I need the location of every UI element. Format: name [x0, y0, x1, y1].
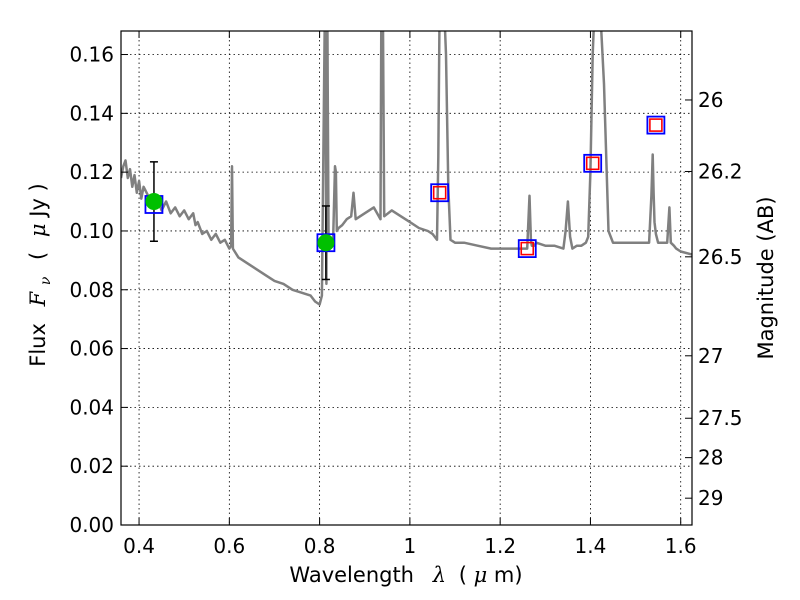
y-tick-label: 0.04: [69, 395, 114, 419]
y-axis-title: Flux F ν ( μ Jy ): [26, 183, 55, 367]
model-photometry-marker: [646, 115, 666, 135]
y-tick-label: 0.08: [69, 278, 114, 302]
model-spectrum-line: [121, 31, 692, 306]
tick-labels: 0.4 0.6 0.8 1 1.2 1.4 1.6 0.00 0.02 0.04 0.06 0.08 0…: [69, 43, 742, 558]
plot-background: [121, 31, 692, 525]
y-tick-label: 0.10: [69, 219, 114, 243]
synthetic-photometry-marker: [649, 118, 663, 132]
x-tick-label: 1.6: [665, 534, 697, 558]
x-axis-title-text: Wavelength: [289, 563, 414, 587]
y2-axis-title: Magnitude (AB): [754, 196, 778, 359]
synthetic-photometry-marker: [520, 241, 535, 256]
y-axis-unit-rest: Jy ): [26, 183, 50, 219]
observed-photometry-marker: [145, 193, 163, 211]
y-axis-title-text: Flux: [26, 323, 50, 367]
y-axis-unit-open: (: [26, 252, 50, 260]
x-tick-label: 1: [404, 534, 417, 558]
model-photometry-marker: [430, 183, 450, 203]
x-tick-label: 1.2: [484, 534, 516, 558]
x-axis-unit-open: (: [459, 563, 467, 587]
x-tick-label: 1.4: [575, 534, 607, 558]
y2-tick-label: 27: [698, 344, 723, 368]
y-tick-label: 0.12: [69, 160, 114, 184]
y-tick-label: 0.14: [69, 101, 114, 125]
plot-frame: [120, 30, 693, 526]
y2-tick-label: 27.5: [698, 406, 743, 430]
x-axis-unit-mu: μ: [474, 563, 488, 587]
y2-tick-label: 28: [698, 446, 723, 470]
y2-tick-label: 26.5: [698, 245, 743, 269]
x-tick-label: 0.6: [213, 534, 245, 558]
series-layer: [121, 31, 692, 306]
observed-photometry-marker: [317, 234, 335, 252]
axis-ticks: [121, 31, 692, 526]
x-axis-title: Wavelength λ ( μ m): [289, 563, 522, 587]
y-axis-unit-mu: μ: [26, 223, 50, 237]
y-tick-label: 0.02: [69, 454, 114, 478]
y-axis-flux-symbol: F: [26, 290, 50, 307]
y2-tick-label: 26.2: [698, 159, 743, 183]
y-tick-label: 0.16: [69, 43, 114, 67]
y-axis-nu-subscript: ν: [38, 276, 54, 285]
y2-tick-label: 29: [698, 486, 723, 510]
y2-tick-label: 26: [698, 88, 723, 112]
synthetic-photometry-marker: [585, 156, 600, 171]
model-photometry-marker: [517, 239, 537, 258]
x-tick-label: 0.4: [123, 534, 155, 558]
synthetic-photometry-marker: [432, 185, 447, 200]
y-tick-label: 0.00: [69, 513, 114, 537]
y-tick-label: 0.06: [69, 337, 114, 361]
x-tick-label: 0.8: [304, 534, 336, 558]
x-axis-lambda-symbol: λ: [432, 563, 446, 587]
x-axis-unit-rest: m): [494, 563, 523, 587]
model-photometry-marker: [583, 153, 603, 173]
